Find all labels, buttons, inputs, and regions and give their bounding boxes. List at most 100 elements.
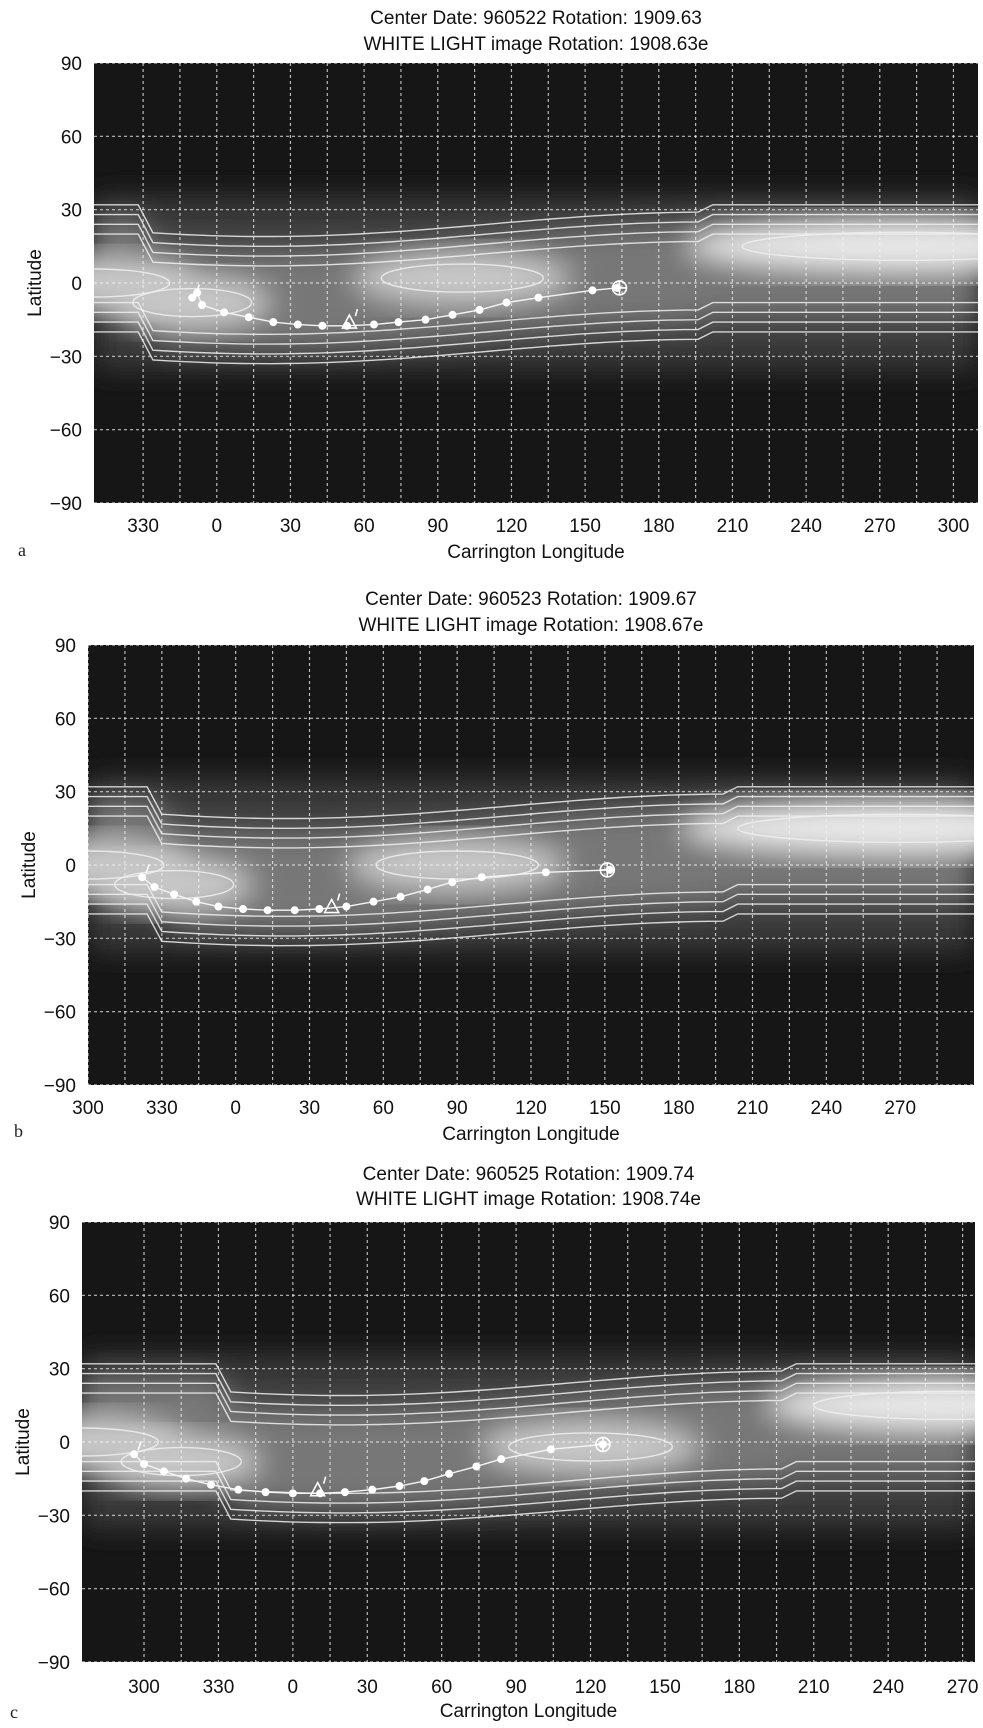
triangle-marker-tick xyxy=(354,308,359,317)
trajectory-point xyxy=(198,301,207,309)
trajectory-point xyxy=(369,320,378,329)
trajectory-point xyxy=(293,320,302,329)
contour-upper xyxy=(94,223,978,257)
contour-lower xyxy=(94,311,978,345)
trajectory-point xyxy=(445,1469,454,1478)
x-tick-label: 240 xyxy=(872,1677,904,1698)
x-tick-label: 240 xyxy=(810,1098,842,1119)
y-tick-label: −30 xyxy=(50,347,82,368)
trajectory-point xyxy=(182,1474,191,1483)
trajectory xyxy=(130,1436,611,1498)
x-tick-label: 270 xyxy=(884,1098,916,1119)
y-tick-label: −60 xyxy=(38,1580,70,1601)
y-tick-label: 30 xyxy=(55,783,76,804)
x-tick-label: 60 xyxy=(373,1098,394,1119)
chart-title-line1: Center Date: 960525 Rotation: 1909.74 xyxy=(363,1164,695,1185)
x-tick-label: 270 xyxy=(947,1677,979,1698)
x-tick-label: 180 xyxy=(723,1677,755,1698)
y-tick-label: 60 xyxy=(61,127,82,148)
bright-region xyxy=(111,274,274,331)
x-tick-label: 150 xyxy=(589,1098,621,1119)
circle-plus-cross xyxy=(600,862,615,877)
y-tick-label: −30 xyxy=(38,1506,70,1527)
y-axis-label: Latitude xyxy=(25,249,46,317)
x-axis-label: Carrington Longitude xyxy=(440,1701,617,1722)
trajectory-point xyxy=(234,1485,243,1494)
trajectory-point xyxy=(239,905,248,913)
x-tick-label: 210 xyxy=(717,516,749,537)
trajectory-point xyxy=(188,293,197,302)
chart-title-line2: WHITE LIGHT image Rotation: 1908.63e xyxy=(364,34,709,55)
trajectory-point xyxy=(315,905,324,913)
trajectory-point xyxy=(220,308,229,317)
x-tick-label: 210 xyxy=(798,1677,830,1698)
x-tick-label: 0 xyxy=(288,1677,299,1698)
chart-title-line1: Center Date: 960522 Rotation: 1909.63 xyxy=(370,8,702,29)
x-tick-label: 300 xyxy=(938,516,970,537)
contour-ring xyxy=(813,1390,975,1421)
trajectory-point xyxy=(140,1460,149,1468)
x-tick-label: 300 xyxy=(128,1677,160,1698)
x-tick-label: 150 xyxy=(649,1677,681,1698)
gridlines xyxy=(88,645,974,1085)
chart-panel-c: Center Date: 960525 Rotation: 1909.74 WHI… xyxy=(10,1164,979,1722)
x-tick-label: 0 xyxy=(230,1098,241,1119)
panel-label: b xyxy=(14,1121,23,1141)
x-tick-label: 180 xyxy=(643,516,675,537)
y-tick-label: 30 xyxy=(49,1360,70,1381)
x-tick-label: 210 xyxy=(737,1098,769,1119)
x-tick-label: 30 xyxy=(280,516,301,537)
trajectory-point xyxy=(342,902,351,911)
bright-region xyxy=(92,856,256,913)
gridlines xyxy=(82,1222,975,1662)
trajectory-point xyxy=(290,906,299,915)
triangle-marker-tick xyxy=(322,1476,327,1484)
contours xyxy=(88,786,974,947)
y-tick-label: 60 xyxy=(55,709,76,730)
x-tick-label: 180 xyxy=(663,1098,695,1119)
x-tick-label: 330 xyxy=(203,1677,235,1698)
contour-lower xyxy=(94,301,978,335)
contour-lower xyxy=(88,883,974,917)
trajectory-point xyxy=(477,873,486,882)
contour-ring xyxy=(507,1432,674,1462)
contour-upper xyxy=(88,795,974,829)
trajectory-point xyxy=(159,1467,168,1476)
contour-ring xyxy=(375,850,540,880)
contour-ring xyxy=(94,268,171,298)
chart-title-line2: WHITE LIGHT image Rotation: 1908.74e xyxy=(356,1189,701,1210)
contour-ring xyxy=(737,813,974,844)
triangle-marker xyxy=(309,1480,326,1497)
y-tick-label: 90 xyxy=(49,1213,70,1234)
contour-lower xyxy=(88,893,974,927)
trajectory-point xyxy=(368,1485,377,1494)
x-tick-label: 120 xyxy=(515,1098,547,1119)
trajectory-point xyxy=(340,1488,349,1497)
contour-upper xyxy=(82,1392,975,1426)
x-tick-label: 60 xyxy=(431,1677,452,1698)
contour-lower xyxy=(82,1470,975,1504)
contour-ring xyxy=(132,287,253,318)
y-tick-label: −60 xyxy=(44,1003,76,1024)
start-marker-tick xyxy=(145,863,150,874)
trajectory-point xyxy=(472,1462,481,1471)
trajectory-point xyxy=(269,318,278,327)
trajectory-point xyxy=(448,310,457,319)
x-tick-label: 120 xyxy=(496,516,528,537)
y-tick-label: 30 xyxy=(61,201,82,222)
x-tick-label: 90 xyxy=(506,1677,527,1698)
contour-ring xyxy=(88,850,165,880)
contour-upper xyxy=(82,1372,975,1406)
trajectory-point xyxy=(192,897,201,906)
y-axis-label: Latitude xyxy=(19,831,40,899)
trajectory-point xyxy=(263,906,272,915)
trajectory-point xyxy=(318,321,327,330)
y-tick-label: −90 xyxy=(38,1653,70,1674)
y-tick-label: −90 xyxy=(50,494,82,515)
y-tick-label: −60 xyxy=(50,421,82,442)
y-tick-label: 60 xyxy=(49,1286,70,1307)
x-tick-label: 300 xyxy=(72,1098,104,1119)
triangle-marker-tick xyxy=(336,893,341,901)
y-tick-label: 0 xyxy=(65,856,76,877)
contour-lower xyxy=(82,1460,975,1494)
